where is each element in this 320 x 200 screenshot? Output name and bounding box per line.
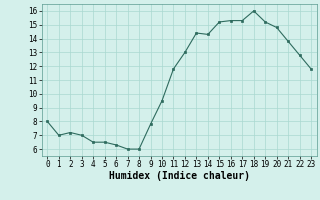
X-axis label: Humidex (Indice chaleur): Humidex (Indice chaleur)	[109, 171, 250, 181]
